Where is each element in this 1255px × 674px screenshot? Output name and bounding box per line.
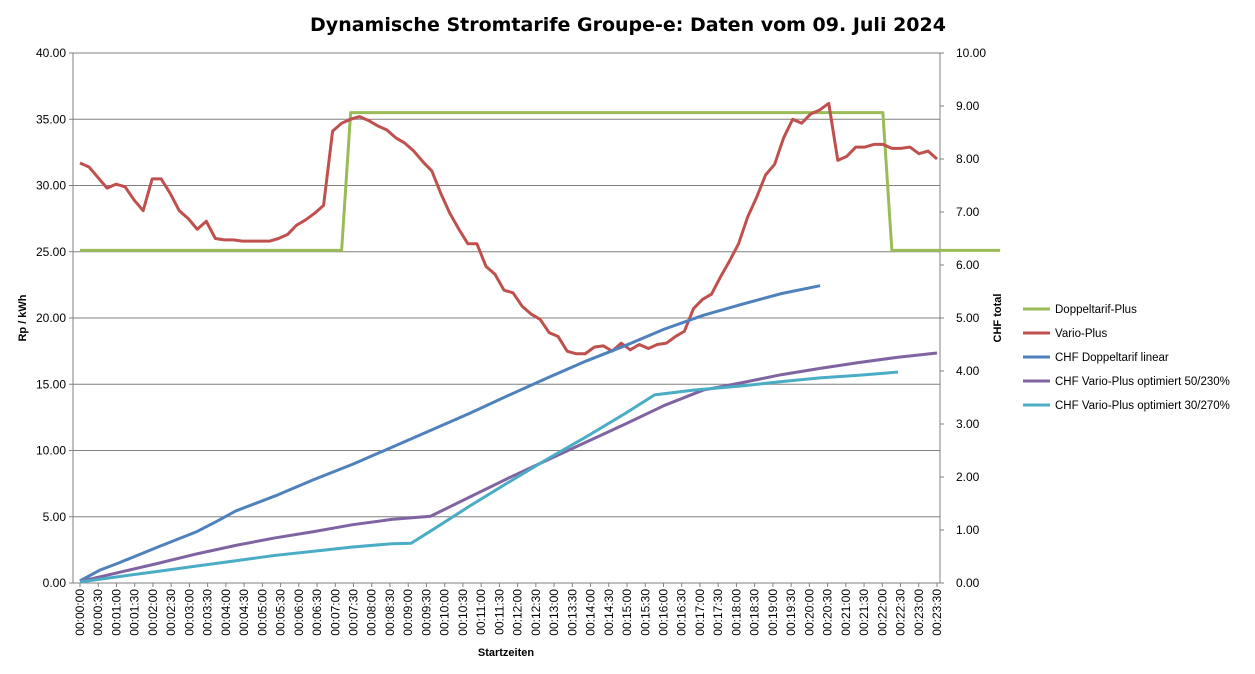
- x-tick-label: 00:09:00: [401, 589, 415, 636]
- x-tick-label: 00:10:30: [456, 589, 470, 636]
- right-tick-label: 9.00: [956, 99, 980, 113]
- x-tick-label: 00:17:30: [711, 589, 725, 636]
- x-tick-label: 00:02:00: [146, 589, 160, 636]
- x-tick-label: 00:17:00: [693, 589, 707, 636]
- right-tick-label: 7.00: [956, 205, 980, 219]
- x-tick-label: 00:08:30: [383, 589, 397, 636]
- x-tick-label: 00:14:00: [584, 589, 598, 636]
- left-tick-label: 5.00: [43, 510, 67, 524]
- left-tick-label: 35.00: [36, 112, 66, 126]
- legend-label: Vario-Plus: [1055, 328, 1107, 340]
- x-tick-label: 00:19:00: [766, 589, 780, 636]
- series-line-1: [79, 101, 938, 356]
- legend-label: CHF Doppeltarif linear: [1055, 352, 1169, 364]
- x-tick-label: 00:03:00: [182, 589, 196, 636]
- x-tick-label: 00:11:30: [492, 589, 506, 635]
- series-line-3: [79, 351, 938, 583]
- legend-label: Doppeltarif-Plus: [1055, 304, 1137, 316]
- right-tick-label: 0.00: [956, 576, 980, 590]
- right-tick-label: 4.00: [956, 364, 980, 378]
- x-tick-label: 00:20:00: [802, 589, 816, 636]
- x-tick-label: 00:05:00: [255, 589, 269, 636]
- x-tick-label: 00:01:00: [109, 589, 123, 636]
- x-tick-label: 00:02:30: [164, 589, 178, 636]
- left-tick-label: 40.00: [36, 46, 66, 60]
- x-tick-label: 00:23:00: [912, 589, 926, 636]
- right-tick-label: 1.00: [956, 523, 980, 537]
- x-tick-label: 00:00:00: [73, 589, 87, 636]
- y-axis-right-label: CHF total: [992, 294, 1004, 343]
- x-axis-ticks: 00:00:00 00:00:30 00:01:00 00:01:30 00:02:00…: [73, 583, 944, 636]
- chart-title: Dynamische Stromtarife Groupe-e: Daten v…: [310, 14, 946, 36]
- x-tick-label: 00:03:30: [201, 589, 215, 636]
- x-tick-label: 00:04:30: [237, 589, 251, 636]
- x-axis-label: Startzeiten: [478, 647, 535, 659]
- left-tick-label: 30.00: [36, 179, 66, 193]
- x-tick-label: 00:07:30: [347, 589, 361, 636]
- left-tick-label: 20.00: [36, 311, 66, 325]
- left-tick-label: 25.00: [36, 245, 66, 259]
- right-tick-label: 6.00: [956, 258, 980, 272]
- x-tick-label: 00:13:00: [547, 589, 561, 636]
- x-tick-label: 00:22:30: [894, 589, 908, 636]
- x-tick-label: 00:12:00: [511, 589, 525, 636]
- x-tick-label: 00:05:30: [274, 589, 288, 636]
- x-tick-label: 00:10:00: [438, 589, 452, 636]
- x-tick-label: 00:07:00: [328, 589, 342, 636]
- y-axis-left-label: Rp / kWh: [17, 294, 29, 341]
- x-tick-label: 00:06:00: [292, 589, 306, 636]
- x-tick-label: 00:19:30: [784, 589, 798, 636]
- x-tick-label: 00:16:30: [675, 589, 689, 636]
- x-tick-label: 00:12:30: [529, 589, 543, 636]
- right-tick-label: 8.00: [956, 152, 980, 166]
- x-tick-label: 00:23:30: [930, 589, 944, 636]
- legend-label: CHF Vario-Plus optimiert 50/230%: [1055, 376, 1230, 388]
- x-tick-label: 00:15:00: [620, 589, 634, 636]
- legend-label: CHF Vario-Plus optimiert 30/270%: [1055, 400, 1230, 412]
- x-tick-label: 00:04:00: [219, 589, 233, 636]
- left-tick-label: 0.00: [43, 576, 67, 590]
- x-tick-label: 00:22:00: [875, 589, 889, 636]
- legend: Doppeltarif-Plus Vario-Plus CHF Doppeltari…: [1023, 304, 1230, 412]
- series-line-4: [79, 370, 899, 584]
- x-tick-label: 00:14:30: [602, 589, 616, 636]
- x-tick-label: 00:21:30: [857, 589, 871, 636]
- x-tick-label: 00:09:30: [419, 589, 433, 636]
- x-tick-label: 00:18:30: [748, 589, 762, 636]
- left-axis-ticks: 0.00 5.00 10.00 15.00 20.00 25.00 30.00 35.00 40…: [36, 46, 73, 590]
- gridlines: [73, 118, 940, 518]
- series-line-2: [79, 284, 821, 583]
- x-tick-label: 00:15:30: [638, 589, 652, 636]
- right-tick-label: 5.00: [956, 311, 980, 325]
- right-axis-ticks: 0.00 1.00 2.00 3.00 4.00 5.00 6.00 7.00 8.00 9.00…: [940, 46, 986, 590]
- x-tick-label: 00:08:00: [365, 589, 379, 636]
- x-tick-label: 00:13:30: [565, 589, 579, 636]
- right-tick-label: 2.00: [956, 470, 980, 484]
- left-tick-label: 15.00: [36, 377, 66, 391]
- right-tick-label: 3.00: [956, 417, 980, 431]
- series-layer: [79, 101, 1001, 584]
- x-tick-label: 00:06:30: [310, 589, 324, 636]
- x-tick-label: 00:11:00: [474, 589, 488, 635]
- series-line-0: [80, 111, 1001, 252]
- x-tick-label: 00:20:30: [821, 589, 835, 636]
- x-tick-label: 00:16:00: [656, 589, 670, 636]
- right-tick-label: 10.00: [956, 46, 986, 60]
- x-tick-label: 00:00:30: [91, 589, 105, 636]
- x-tick-label: 00:18:00: [729, 589, 743, 636]
- left-tick-label: 10.00: [36, 444, 66, 458]
- x-tick-label: 00:01:30: [128, 589, 142, 636]
- x-tick-label: 00:21:00: [839, 589, 853, 636]
